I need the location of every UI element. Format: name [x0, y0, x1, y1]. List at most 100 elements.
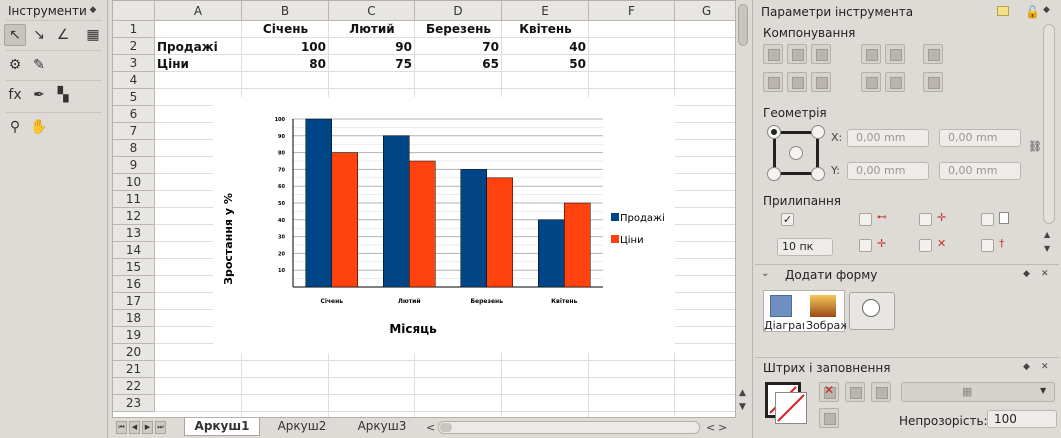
width-input[interactable]: 0,00 mm [939, 129, 1021, 147]
tab-sheet3[interactable]: Аркуш3 [357, 419, 407, 433]
chevron-up-icon[interactable]: ▲ [1044, 230, 1051, 239]
row-header[interactable]: 19 [113, 327, 155, 344]
snap-distance-input[interactable]: 10 пк [777, 238, 833, 256]
no-fill-button[interactable]: ✕ [819, 382, 839, 402]
anchor-point-widget[interactable] [773, 131, 819, 175]
snap-checkbox[interactable] [981, 213, 994, 226]
cell[interactable]: 65 [482, 57, 499, 71]
row-header[interactable]: 12 [113, 208, 155, 225]
folder-icon[interactable] [997, 6, 1009, 16]
diamond-icon[interactable]: ◆ [1043, 5, 1050, 15]
horizontal-scrollbar[interactable] [438, 421, 700, 434]
column-header[interactable]: E [502, 1, 589, 21]
opacity-input[interactable]: 100 [987, 410, 1057, 428]
row-header[interactable]: 23 [113, 395, 155, 412]
solid-fill-button[interactable] [845, 382, 865, 402]
last-sheet-icon[interactable]: ⏭ [155, 421, 166, 434]
x-position-input[interactable]: 0,00 mm [847, 129, 929, 147]
chain-link-icon[interactable]: ⛓ [1028, 140, 1042, 153]
diamond-icon[interactable]: ◆ [89, 5, 97, 15]
close-icon[interactable]: ✕ [1041, 362, 1049, 372]
row-header[interactable]: 21 [113, 361, 155, 378]
column-header[interactable]: C [329, 1, 415, 21]
tab-sheet1[interactable]: Аркуш1 [184, 418, 260, 436]
bring-front-icon[interactable] [885, 44, 905, 64]
row-header[interactable]: 2 [113, 38, 155, 55]
first-sheet-icon[interactable]: ⏮ [116, 421, 127, 434]
pattern-tool-icon[interactable]: ▚ [57, 87, 69, 103]
calligraphy-tool-icon[interactable]: ∠ [56, 27, 70, 43]
cell[interactable]: 75 [395, 57, 412, 71]
cell[interactable]: Січень [262, 22, 309, 36]
anchor-bottom-left[interactable] [767, 167, 781, 181]
column-header[interactable]: G [675, 1, 735, 21]
row-header[interactable]: 10 [113, 174, 155, 191]
chevron-left-icon[interactable]: < [426, 421, 436, 434]
align-left-icon[interactable] [763, 44, 783, 64]
next-sheet-icon[interactable]: ▶ [142, 421, 153, 434]
pattern-fill-button[interactable] [819, 408, 839, 428]
send-back-icon[interactable] [885, 72, 905, 92]
scrollbar-thumb[interactable] [738, 4, 748, 46]
collapse-icon[interactable]: ⌄ [761, 268, 770, 279]
row-header[interactable]: 1 [113, 21, 155, 38]
row-header[interactable]: 15 [113, 259, 155, 276]
align-middle-icon[interactable] [787, 72, 807, 92]
bring-forward-icon[interactable] [861, 44, 881, 64]
spreadsheet[interactable]: A B C D E F G Січень Лютий Березень Квіт… [112, 0, 736, 418]
anchor-center[interactable] [789, 146, 803, 160]
cell[interactable]: 80 [309, 57, 326, 71]
fill-tool-icon[interactable]: ✒ [33, 87, 45, 103]
snap-checkbox[interactable]: ✓ [781, 213, 794, 226]
table-tool-icon[interactable]: ▦ [86, 27, 100, 43]
diamond-icon[interactable]: ◆ [1023, 362, 1030, 372]
send-backward-icon[interactable] [861, 72, 881, 92]
gradient-fill-button[interactable] [871, 382, 891, 402]
chart-shape-icon[interactable] [770, 295, 792, 317]
row-header[interactable]: 3 [113, 55, 155, 72]
snap-checkbox[interactable] [859, 213, 872, 226]
anchor-top-left[interactable] [767, 125, 781, 139]
align-center-icon[interactable] [787, 44, 807, 64]
row-header[interactable]: 7 [113, 123, 155, 140]
embedded-chart[interactable]: 10 20 30 40 50 60 70 80 90 100 Січень Лютий Березень… [213, 97, 675, 353]
cell[interactable]: 90 [395, 40, 412, 54]
tab-sheet2[interactable]: Аркуш2 [277, 419, 327, 433]
zoom-tool-icon[interactable]: ⚲ [9, 119, 21, 135]
snap-checkbox[interactable] [859, 239, 872, 252]
height-input[interactable]: 0,00 mm [939, 162, 1021, 180]
docker-scrollbar[interactable] [1043, 24, 1055, 224]
row-header[interactable]: 17 [113, 293, 155, 310]
cell[interactable]: Ціни [157, 57, 189, 71]
ungroup-icon[interactable] [923, 72, 943, 92]
image-shape-icon[interactable] [810, 295, 836, 317]
row-header[interactable]: 8 [113, 140, 155, 157]
pen-tool-icon[interactable]: ✎ [33, 57, 45, 73]
row-header[interactable]: 22 [113, 378, 155, 395]
cell[interactable]: 70 [482, 40, 499, 54]
cell[interactable]: 100 [300, 40, 326, 54]
chevron-right-icon[interactable]: > [718, 421, 728, 434]
path-tool-icon[interactable]: ↘ [33, 27, 45, 43]
cell[interactable]: Квітень [519, 22, 572, 36]
y-position-input[interactable]: 0,00 mm [847, 162, 929, 180]
close-icon[interactable]: ✕ [1041, 269, 1049, 279]
column-header[interactable]: D [415, 1, 502, 21]
row-header[interactable]: 9 [113, 157, 155, 174]
row-header[interactable]: 16 [113, 276, 155, 293]
row-header[interactable]: 4 [113, 72, 155, 89]
shape-collection-button[interactable] [849, 292, 895, 330]
scrollbar-thumb[interactable] [440, 423, 452, 432]
column-header[interactable]: B [242, 1, 329, 21]
corner-header[interactable] [113, 1, 155, 21]
row-header[interactable]: 6 [113, 106, 155, 123]
fill-color-swatch[interactable] [775, 392, 807, 424]
cell[interactable]: Продажі [157, 40, 218, 54]
chevron-left-icon[interactable]: < [706, 421, 716, 434]
chevron-down-icon[interactable]: ▼ [739, 402, 746, 412]
snap-checkbox[interactable] [981, 239, 994, 252]
row-header[interactable]: 13 [113, 225, 155, 242]
align-right-icon[interactable] [811, 44, 831, 64]
align-bottom-icon[interactable] [811, 72, 831, 92]
column-header[interactable]: A [155, 1, 242, 21]
